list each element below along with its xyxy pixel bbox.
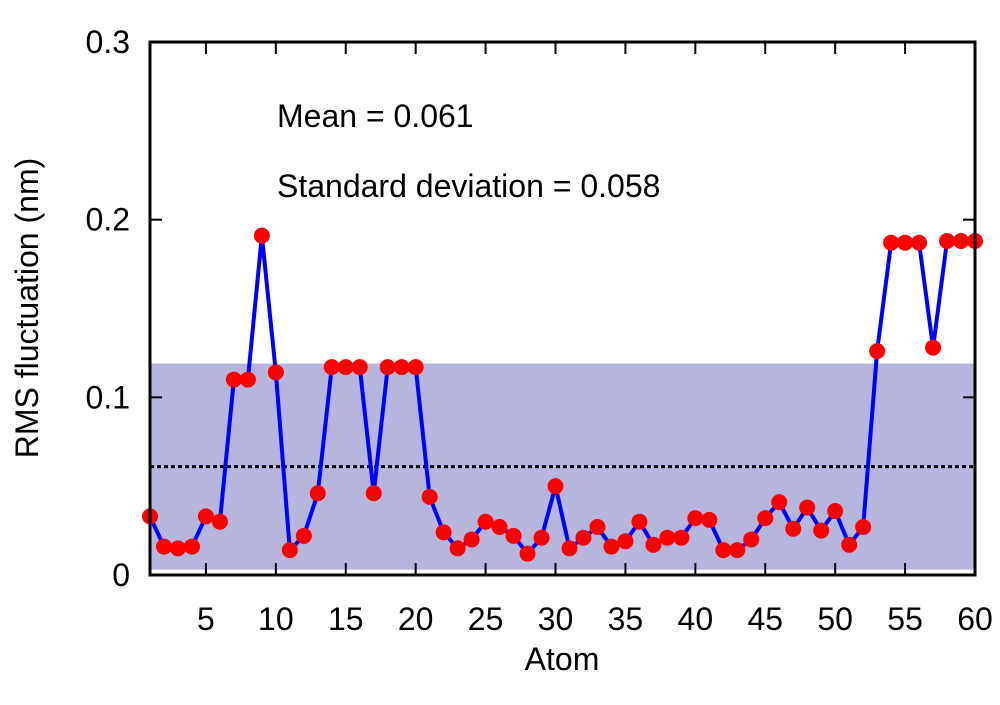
data-point (813, 522, 830, 539)
data-point (533, 529, 550, 546)
data-point (869, 343, 886, 360)
data-point (575, 529, 592, 546)
data-point (827, 503, 844, 520)
y-axis-label: RMS fluctuation (nm) (9, 158, 45, 459)
data-point (225, 371, 242, 388)
data-point (841, 536, 858, 553)
x-axis-label: Atom (525, 641, 600, 677)
data-point (239, 371, 256, 388)
data-point (281, 542, 298, 559)
data-point (505, 527, 522, 544)
data-point (197, 508, 214, 525)
data-point (351, 359, 368, 376)
data-point (659, 529, 676, 546)
data-point (715, 542, 732, 559)
data-point (323, 359, 340, 376)
data-point (631, 513, 648, 530)
x-tick-label: 35 (608, 601, 644, 637)
data-point (883, 234, 900, 251)
x-tick-label: 40 (678, 601, 714, 637)
data-point (589, 519, 606, 536)
x-tick-label: 45 (747, 601, 783, 637)
y-tick-label: 0.3 (86, 24, 130, 60)
x-tick-label: 10 (258, 601, 294, 637)
data-point (253, 227, 270, 244)
x-tick-label: 60 (957, 601, 993, 637)
data-point (757, 510, 774, 527)
data-point (687, 510, 704, 527)
data-point (421, 488, 438, 505)
data-point (897, 234, 914, 251)
data-point (771, 494, 788, 511)
data-point (645, 536, 662, 553)
data-point (911, 234, 928, 251)
plot-frame (148, 40, 977, 577)
data-point (673, 529, 690, 546)
x-tick-label: 30 (538, 601, 574, 637)
data-point (211, 513, 228, 530)
data-point (379, 359, 396, 376)
x-tick-label: 5 (197, 601, 215, 637)
data-point (365, 485, 382, 502)
data-point (547, 478, 564, 495)
data-point (435, 524, 452, 541)
data-point (617, 533, 634, 550)
x-tick-label: 50 (817, 601, 853, 637)
data-point (939, 232, 956, 249)
data-point (393, 359, 410, 376)
data-point (855, 519, 872, 536)
data-point (155, 538, 172, 555)
x-tick-label: 55 (887, 601, 923, 637)
data-point (491, 519, 508, 536)
y-tick-label: 0.2 (86, 202, 130, 238)
data-point (519, 545, 536, 562)
data-point (925, 339, 942, 356)
data-point (295, 527, 312, 544)
data-point (953, 232, 970, 249)
x-tick-label: 25 (468, 601, 504, 637)
data-point (603, 538, 620, 555)
data-point (477, 513, 494, 530)
annotation: Standard deviation = 0.058 (277, 168, 660, 204)
data-point (407, 359, 424, 376)
data-point (337, 359, 354, 376)
data-point (561, 540, 578, 557)
data-point (449, 540, 466, 557)
y-tick-label: 0 (112, 557, 130, 593)
data-point (743, 531, 760, 548)
y-tick-label: 0.1 (86, 379, 130, 415)
annotation: Mean = 0.061 (277, 98, 474, 134)
x-tick-label: 20 (398, 601, 434, 637)
data-point (309, 485, 326, 502)
data-point (463, 531, 480, 548)
data-point (701, 511, 718, 528)
data-point (169, 540, 186, 557)
data-point (267, 364, 284, 381)
data-point (729, 542, 746, 559)
x-tick-label: 15 (328, 601, 364, 637)
data-point (799, 499, 816, 516)
data-point (785, 520, 802, 537)
data-point (183, 538, 200, 555)
